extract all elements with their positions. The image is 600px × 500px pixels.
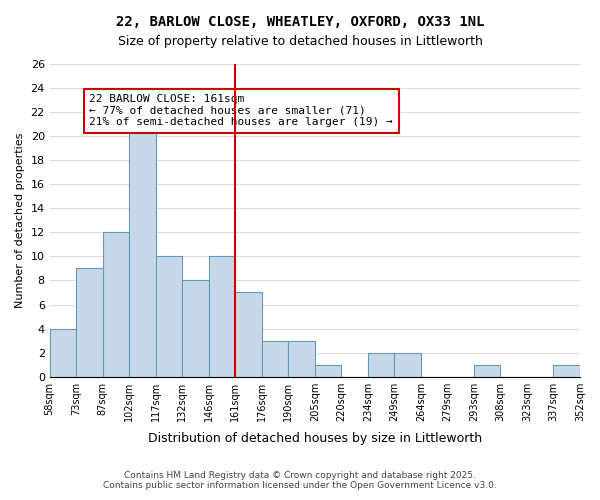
Bar: [50, 328, 76, 376]
Bar: [156, 256, 182, 376]
Bar: [76, 268, 103, 376]
Text: 22, BARLOW CLOSE, WHEATLEY, OXFORD, OX33 1NL: 22, BARLOW CLOSE, WHEATLEY, OXFORD, OX33…: [116, 15, 484, 29]
Bar: [394, 352, 421, 376]
Text: Contains HM Land Registry data © Crown copyright and database right 2025.
Contai: Contains HM Land Registry data © Crown c…: [103, 470, 497, 490]
Bar: [182, 280, 209, 376]
Text: Size of property relative to detached houses in Littleworth: Size of property relative to detached ho…: [118, 35, 482, 48]
Text: 22 BARLOW CLOSE: 161sqm
← 77% of detached houses are smaller (71)
21% of semi-de: 22 BARLOW CLOSE: 161sqm ← 77% of detache…: [89, 94, 393, 128]
Bar: [129, 124, 156, 376]
Bar: [553, 364, 580, 376]
Bar: [315, 364, 341, 376]
Bar: [289, 340, 315, 376]
Bar: [209, 256, 235, 376]
Bar: [368, 352, 394, 376]
X-axis label: Distribution of detached houses by size in Littleworth: Distribution of detached houses by size …: [148, 432, 482, 445]
Bar: [262, 340, 289, 376]
Bar: [103, 232, 129, 376]
Y-axis label: Number of detached properties: Number of detached properties: [15, 132, 25, 308]
Bar: [235, 292, 262, 376]
Bar: [474, 364, 500, 376]
